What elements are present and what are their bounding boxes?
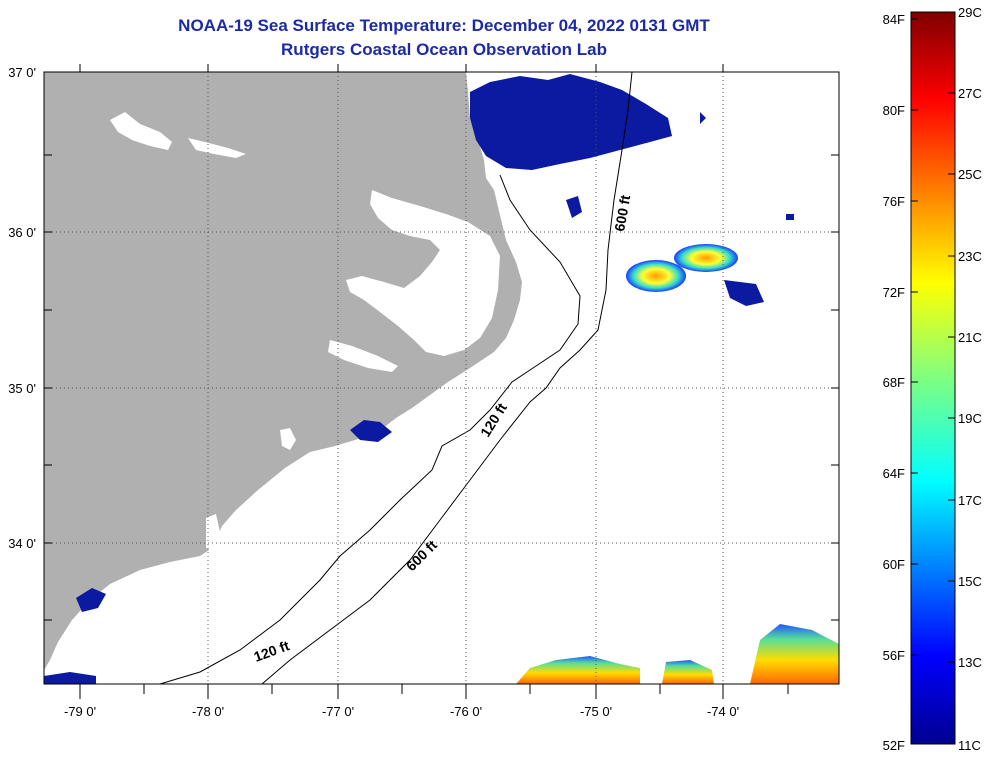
cape-lookout-bight <box>280 428 296 450</box>
colorbar-label-29c: 29C <box>958 5 982 20</box>
inland-river <box>188 138 246 158</box>
cold-water-patches <box>44 74 794 684</box>
lon-label-74: -74 0' <box>707 704 739 719</box>
lon-label-75: -75 0' <box>580 704 612 719</box>
lat-label-36: 36 0' <box>8 225 36 240</box>
warm-water-south-mid <box>662 660 714 684</box>
colorbar-label-68f: 68F <box>883 375 905 390</box>
colorbar-label-52f: 52F <box>883 738 905 753</box>
colorbar-label-84f: 84F <box>883 12 905 27</box>
colorbar <box>910 11 956 745</box>
colorbar-label-19c: 19C <box>958 411 982 426</box>
albemarle-sound <box>110 112 172 150</box>
colorbar-label-27c: 27C <box>958 86 982 101</box>
page-subtitle: Rutgers Coastal Ocean Observation Lab <box>281 40 607 59</box>
colorbar-label-56f: 56F <box>883 648 905 663</box>
lon-label-77: -77 0' <box>322 704 354 719</box>
colorbar-label-13c: 13C <box>958 655 982 670</box>
lat-label-37: 37 0' <box>8 65 36 80</box>
warm-water-south <box>516 656 640 684</box>
lon-label-78: -78 0' <box>192 704 224 719</box>
colorbar-label-23c: 23C <box>958 249 982 264</box>
lon-label-76: -76 0' <box>450 704 482 719</box>
colorbar-ticks <box>911 11 955 663</box>
colorbar-label-25c: 25C <box>958 167 982 182</box>
map-frame <box>43 71 840 685</box>
colorbar-label-21c: 21C <box>958 330 982 345</box>
bathymetry-contours <box>159 72 633 684</box>
colorbar-label-64f: 64F <box>883 466 905 481</box>
colorbar-label-76f: 76F <box>883 194 905 209</box>
graticule <box>44 72 839 684</box>
warm-water-southeast <box>750 624 839 684</box>
pamlico-sound <box>346 190 500 356</box>
axis-ticks <box>44 64 839 699</box>
colorbar-label-60f: 60F <box>883 557 905 572</box>
lon-label-79: -79 0' <box>64 704 96 719</box>
colorbar-label-15c: 15C <box>958 574 982 589</box>
lat-label-34: 34 0' <box>8 536 36 551</box>
page-title: NOAA-19 Sea Surface Temperature: Decembe… <box>178 16 710 35</box>
colorbar-label-17c: 17C <box>958 493 982 508</box>
colorbar-label-80f: 80F <box>883 103 905 118</box>
warm-eddy-filament <box>674 244 738 272</box>
colorbar-label-11c: 11C <box>958 738 981 753</box>
colorbar-label-72f: 72F <box>883 285 905 300</box>
lat-label-35: 35 0' <box>8 381 36 396</box>
neuse-river <box>328 340 398 372</box>
contour-label-600ft-north: 600 ft <box>611 193 633 232</box>
warm-eddy-core <box>626 260 686 292</box>
